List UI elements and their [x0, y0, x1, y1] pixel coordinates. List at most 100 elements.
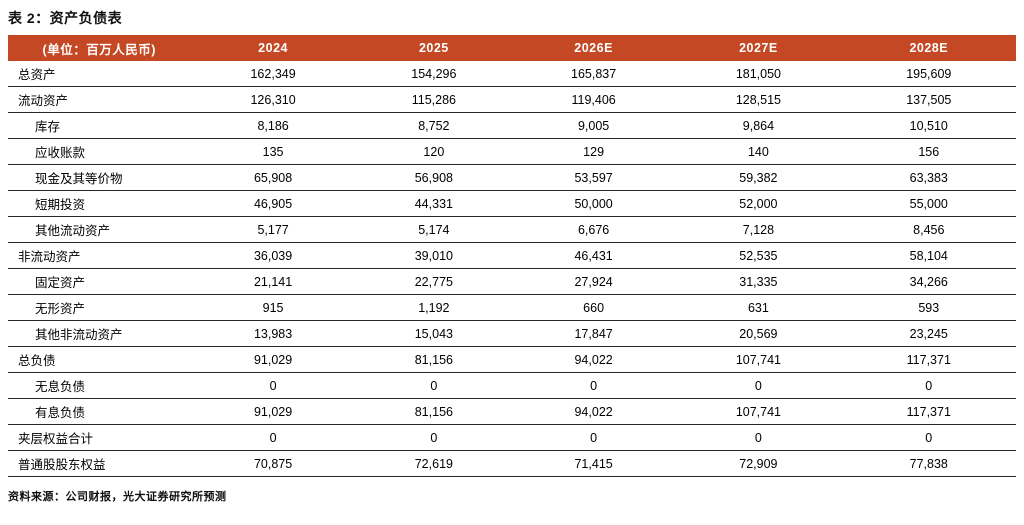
row-label: 无息负债 [8, 372, 191, 399]
cell-value: 91,029 [190, 346, 356, 373]
cell-value: 46,431 [511, 242, 676, 269]
cell-value: 7,128 [675, 216, 842, 243]
year-column-header-2028e: 2028E [841, 35, 1016, 61]
cell-value: 50,000 [511, 190, 676, 217]
cell-value: 129 [511, 138, 676, 165]
cell-value: 21,141 [190, 268, 356, 295]
cell-value: 56,908 [355, 164, 512, 191]
row-label: 总负债 [8, 346, 191, 373]
row-label: 有息负债 [8, 398, 191, 425]
row-label: 库存 [8, 112, 191, 139]
cell-value: 0 [511, 372, 676, 399]
balance-sheet-table: (单位：百万人民币) 2024 2025 2026E 2027E 2028E 总… [8, 35, 1016, 477]
cell-value: 81,156 [355, 346, 512, 373]
cell-value: 915 [190, 294, 356, 321]
year-column-header-2025: 2025 [355, 35, 512, 61]
cell-value: 165,837 [511, 61, 676, 87]
cell-value: 0 [355, 372, 512, 399]
cell-value: 9,864 [675, 112, 842, 139]
cell-value: 162,349 [190, 61, 356, 87]
cell-value: 119,406 [511, 86, 676, 113]
cell-value: 91,029 [190, 398, 356, 425]
cell-value: 154,296 [355, 61, 512, 87]
year-column-header-2027e: 2027E [675, 35, 842, 61]
table-row: 总负债 91,029 81,156 94,022 107,741 117,371 [8, 346, 1016, 373]
table-row: 流动资产 126,310 115,286 119,406 128,515 137,505 [8, 86, 1016, 113]
cell-value: 1,192 [355, 294, 512, 321]
cell-value: 8,456 [841, 216, 1016, 243]
table-row: 固定资产 21,141 22,775 27,924 31,335 34,266 [8, 268, 1016, 295]
cell-value: 0 [190, 424, 356, 451]
cell-value: 36,039 [190, 242, 356, 269]
cell-value: 115,286 [355, 86, 512, 113]
cell-value: 22,775 [355, 268, 512, 295]
cell-value: 23,245 [841, 320, 1016, 347]
table-row: 无息负债 0 0 0 0 0 [8, 372, 1016, 399]
cell-value: 195,609 [841, 61, 1016, 87]
cell-value: 660 [511, 294, 676, 321]
cell-value: 46,905 [190, 190, 356, 217]
row-label: 短期投资 [8, 190, 191, 217]
cell-value: 34,266 [841, 268, 1016, 295]
page-title: 表 2：资产负债表 [8, 10, 123, 26]
cell-value: 126,310 [190, 86, 356, 113]
cell-value: 0 [355, 424, 512, 451]
year-column-header-2024: 2024 [190, 35, 356, 61]
cell-value: 53,597 [511, 164, 676, 191]
cell-value: 9,005 [511, 112, 676, 139]
row-label: 固定资产 [8, 268, 191, 295]
cell-value: 58,104 [841, 242, 1016, 269]
cell-value: 120 [355, 138, 512, 165]
unit-label: (单位：百万人民币) [8, 35, 191, 61]
row-label: 流动资产 [8, 86, 191, 113]
cell-value: 107,741 [675, 346, 842, 373]
table-row: 库存 8,186 8,752 9,005 9,864 10,510 [8, 112, 1016, 139]
cell-value: 10,510 [841, 112, 1016, 139]
row-label: 现金及其等价物 [8, 164, 191, 191]
cell-value: 135 [190, 138, 356, 165]
cell-value: 117,371 [841, 398, 1016, 425]
report-table-section: 表 2：资产负债表 (单位：百万人民币) 2024 2025 2026E 202… [8, 10, 1016, 503]
cell-value: 140 [675, 138, 842, 165]
cell-value: 70,875 [190, 450, 356, 477]
cell-value: 593 [841, 294, 1016, 321]
cell-value: 15,043 [355, 320, 512, 347]
row-label: 非流动资产 [8, 242, 191, 269]
table-row: 现金及其等价物 65,908 56,908 53,597 59,382 63,383 [8, 164, 1016, 191]
cell-value: 0 [675, 372, 842, 399]
cell-value: 71,415 [511, 450, 676, 477]
cell-value: 137,505 [841, 86, 1016, 113]
cell-value: 107,741 [675, 398, 842, 425]
table-row: 短期投资 46,905 44,331 50,000 52,000 55,000 [8, 190, 1016, 217]
row-label: 应收账款 [8, 138, 191, 165]
cell-value: 631 [675, 294, 842, 321]
cell-value: 81,156 [355, 398, 512, 425]
table-row: 其他流动资产 5,177 5,174 6,676 7,128 8,456 [8, 216, 1016, 243]
year-column-header-2026e: 2026E [511, 35, 676, 61]
cell-value: 5,174 [355, 216, 512, 243]
cell-value: 0 [190, 372, 356, 399]
cell-value: 0 [841, 372, 1016, 399]
cell-value: 52,535 [675, 242, 842, 269]
cell-value: 8,752 [355, 112, 512, 139]
table-row: 应收账款 135 120 129 140 156 [8, 138, 1016, 165]
table-row: 无形资产 915 1,192 660 631 593 [8, 294, 1016, 321]
cell-value: 94,022 [511, 346, 676, 373]
cell-value: 52,000 [675, 190, 842, 217]
cell-value: 128,515 [675, 86, 842, 113]
cell-value: 5,177 [190, 216, 356, 243]
table-row: 有息负债 91,029 81,156 94,022 107,741 117,371 [8, 398, 1016, 425]
cell-value: 72,909 [675, 450, 842, 477]
cell-value: 63,383 [841, 164, 1016, 191]
row-label: 无形资产 [8, 294, 191, 321]
table-row: 夹层权益合计 0 0 0 0 0 [8, 424, 1016, 451]
table-row: 非流动资产 36,039 39,010 46,431 52,535 58,104 [8, 242, 1016, 269]
cell-value: 8,186 [190, 112, 356, 139]
cell-value: 17,847 [511, 320, 676, 347]
table-row: 普通股股东权益 70,875 72,619 71,415 72,909 77,838 [8, 450, 1016, 477]
table-row: 总资产 162,349 154,296 165,837 181,050 195,609 [8, 61, 1016, 87]
cell-value: 156 [841, 138, 1016, 165]
cell-value: 6,676 [511, 216, 676, 243]
cell-value: 72,619 [355, 450, 512, 477]
cell-value: 55,000 [841, 190, 1016, 217]
